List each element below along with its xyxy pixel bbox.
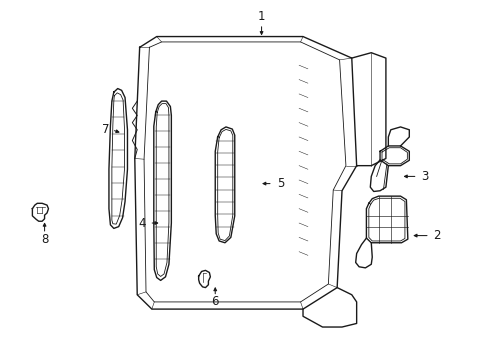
Text: 1: 1 [257,10,265,23]
Text: 8: 8 [41,233,48,246]
Text: 2: 2 [432,229,440,242]
Text: 3: 3 [420,170,427,183]
Text: 4: 4 [138,216,145,230]
Text: 5: 5 [277,177,284,190]
Text: 7: 7 [102,123,109,136]
Text: 6: 6 [211,296,219,309]
